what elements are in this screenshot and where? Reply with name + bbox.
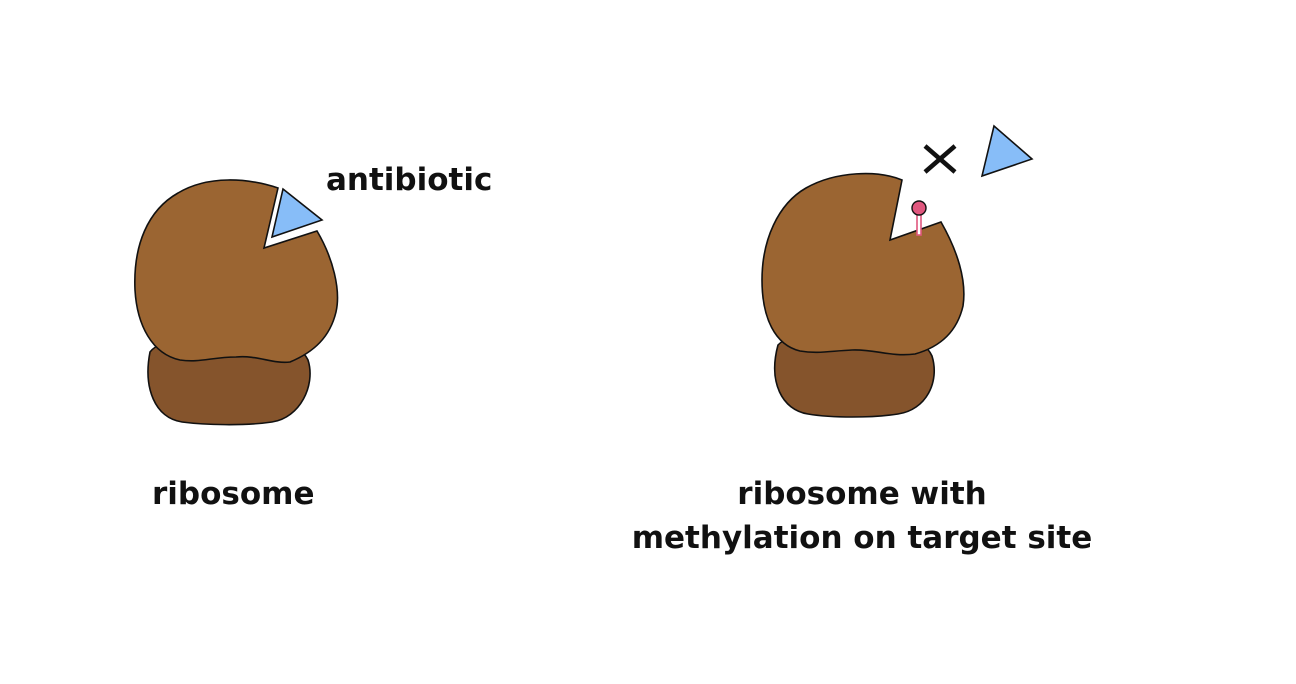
antibiotic-triangle	[270, 187, 324, 239]
methylated-label-line-1: ribosome with	[737, 476, 987, 512]
methyl-group-icon	[911, 200, 927, 236]
antibiotic-triangle	[980, 124, 1034, 178]
methylated-label-line-2: methylation on target site	[631, 520, 1093, 556]
ribosome-normal	[134, 179, 339, 426]
ribosome-methylated	[761, 124, 1034, 418]
large-subunit	[761, 172, 965, 356]
antibiotic-label: antibiotic	[326, 162, 493, 198]
cross-mark-icon	[923, 144, 957, 174]
methylated-ribosome-label: ribosome with methylation on target site	[612, 472, 1112, 560]
ribosome-label: ribosome	[152, 476, 315, 512]
large-subunit	[134, 179, 339, 364]
